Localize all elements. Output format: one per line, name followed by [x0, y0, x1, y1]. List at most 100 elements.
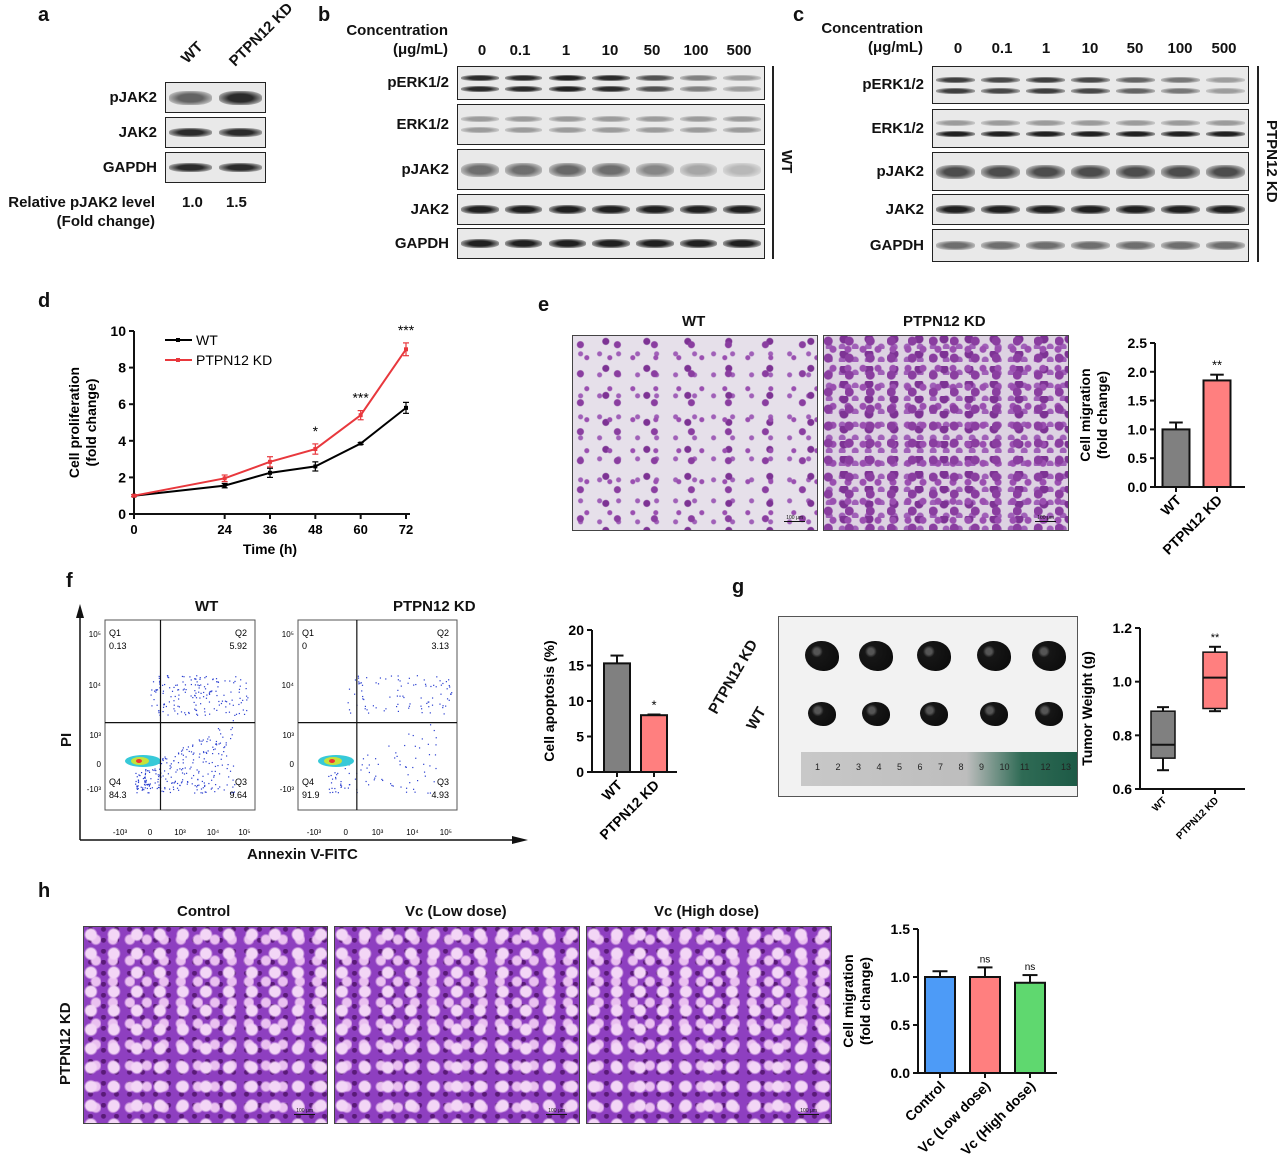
quant-value-kd: 1.5: [226, 194, 247, 211]
flow-event: [208, 762, 210, 765]
flow-event: [354, 693, 356, 695]
flow-event: [235, 713, 238, 715]
chart-d-x-tick-label: 48: [308, 522, 322, 537]
flow-event: [391, 784, 393, 787]
flow-event: [423, 771, 426, 773]
flow-event: [233, 791, 235, 793]
flow-event: [235, 676, 237, 678]
flow-event: [150, 694, 152, 696]
flow-y-tick-label: 0: [97, 760, 102, 769]
flow-event: [204, 677, 206, 679]
flow-event: [366, 677, 368, 679]
flow-event: [226, 701, 228, 703]
flow-event: [177, 689, 180, 691]
ruler-number: 13: [1061, 762, 1072, 772]
flow-event: [448, 679, 450, 681]
chart-g-y-tick-label: 0.8: [1113, 727, 1133, 743]
flow-quadrant-name: Q3: [437, 777, 449, 787]
image-title-kd: PTPN12 KD: [903, 313, 986, 330]
flow-event: [188, 711, 190, 714]
flow-event: [136, 785, 138, 787]
flow-quadrant-name: Q1: [302, 628, 314, 638]
chart-d-point: [268, 470, 272, 475]
flow-event: [217, 788, 219, 790]
tumor-kd: [805, 641, 839, 671]
flow-event: [423, 763, 425, 765]
bracket-line-c: [1257, 66, 1259, 262]
flow-event: [425, 685, 427, 687]
flow-event: [220, 758, 222, 760]
flow-event: [218, 743, 220, 745]
chart-f-y-tick-label: 15: [568, 658, 584, 674]
blot-band: [504, 162, 543, 177]
panel-letter-e: e: [538, 294, 550, 316]
blot-lane: [978, 67, 1023, 103]
flow-event: [405, 766, 407, 768]
flow-event: [203, 708, 206, 710]
flow-event: [229, 703, 231, 705]
flow-event: [221, 754, 223, 756]
flow-event: [204, 714, 206, 716]
flow-event: [137, 780, 140, 782]
flow-event: [238, 688, 241, 690]
blot-lane: [1113, 110, 1158, 147]
flow-event: [229, 792, 232, 794]
flow-event: [174, 710, 176, 712]
blot-row-label: pJAK2: [109, 88, 157, 106]
flow-event: [167, 675, 169, 677]
flow-event: [159, 787, 161, 789]
flow-event: [211, 770, 213, 773]
flow-event: [375, 775, 377, 777]
flow-event: [158, 775, 160, 778]
flow-event: [377, 763, 379, 765]
chart-f-y-axis-label: Cell apoptosis (%): [541, 640, 557, 761]
flow-event: [451, 692, 453, 694]
chart-d-y-tick-label: 2: [118, 469, 126, 485]
flow-event: [184, 684, 187, 686]
flow-event: [207, 738, 209, 740]
blot-lane: [933, 230, 978, 261]
flow-density-peak: [136, 759, 142, 763]
blot-lane: [933, 153, 978, 190]
flow-event: [397, 675, 399, 677]
blot-band: [1116, 164, 1155, 179]
concentration-label: 0: [953, 40, 963, 57]
blot-band: [1071, 87, 1110, 94]
blot-strip-jak2: [165, 117, 266, 148]
flow-event: [140, 786, 142, 788]
flow-event: [190, 683, 192, 686]
blot-band: [169, 163, 213, 172]
blot-band: [504, 127, 543, 133]
flow-event: [232, 792, 235, 794]
blot-band: [1161, 120, 1200, 126]
flow-y-tick-label: 10³: [282, 731, 294, 740]
blot-band: [1071, 76, 1110, 83]
flow-y-tick-label: 10⁴: [282, 681, 295, 690]
flow-event: [358, 681, 360, 683]
ruler-number: 2: [835, 762, 841, 772]
panel-letter-h: h: [38, 880, 51, 902]
flow-event: [429, 792, 432, 794]
chart-e-bar-ptpn12-kd: [1202, 379, 1232, 488]
flow-event: [169, 791, 172, 794]
flow-event: [332, 791, 334, 794]
blot-lane: [589, 229, 633, 258]
flow-event: [202, 761, 204, 763]
blot-band: [592, 127, 630, 133]
chart-d-point: [404, 347, 408, 352]
chart-g-box-0: [1150, 710, 1176, 759]
blot-band: [1071, 205, 1110, 214]
blot-strip-pjak2: [457, 149, 765, 190]
flow-event: [427, 743, 429, 745]
flow-event: [162, 759, 164, 761]
flow-event: [340, 784, 342, 786]
chart-f-significance: *: [651, 697, 656, 712]
flow-event: [412, 788, 415, 790]
flow-event: [198, 685, 200, 687]
blot-band: [218, 90, 262, 105]
flow-event: [149, 787, 152, 790]
flow-event: [161, 790, 163, 792]
flow-event: [159, 687, 161, 689]
blot-band: [679, 162, 718, 177]
flow-event: [187, 746, 190, 748]
